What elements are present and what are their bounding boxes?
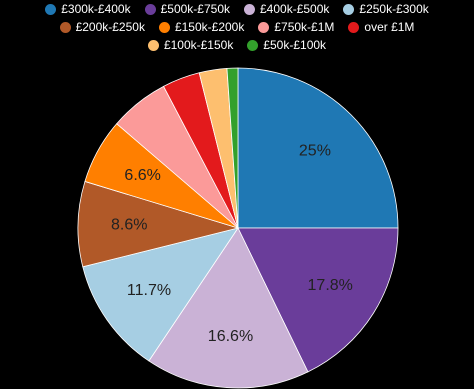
legend: £300k-£400k £500k-£750k £400k-£500k £250k-£… [0,2,474,53]
pie-slice [237,227,399,373]
legend-label: £50k-£100k [263,38,327,52]
legend-label: over £1M [364,20,415,34]
legend-item: £750k-£1M [258,20,334,35]
legend-label: £200k-£250k [75,20,145,34]
pie-slice [148,227,309,389]
legend-swatch [147,40,159,51]
legend-label: £300k-£400k [61,2,131,16]
legend-item: £400k-£500k [244,2,329,17]
slice-label: 11.7% [127,282,171,299]
legend-item: £300k-£400k [45,2,131,17]
legend-item: £250k-£300k [343,2,429,17]
legend-swatch [247,40,259,51]
legend-item: over £1M [348,20,414,35]
legend-label: £500k-£750k [160,2,230,16]
pie-slice [226,67,239,229]
pie-slice [82,227,239,362]
legend-item: £150k-£200k [158,20,245,35]
legend-item: £200k-£250k [59,20,145,35]
slice-label: 17.8% [308,277,353,294]
legend-swatch [343,4,355,15]
pie-slice [237,67,399,229]
legend-label: £250k-£300k [359,2,429,16]
legend-swatch [59,22,71,33]
legend-swatch [244,4,255,15]
legend-item: £50k-£100k [247,38,326,53]
slice-label: 6.6% [124,167,160,184]
slice-label: 16.6% [208,328,253,345]
legend-swatch [45,4,57,15]
legend-label: £750k-£1M [274,20,335,34]
legend-swatch [158,22,170,33]
legend-label: £100k-£150k [163,38,234,52]
slice-label: 25% [299,142,331,159]
pie-slice [77,180,240,268]
legend-item: £100k-£150k [147,38,234,53]
slice-label: 8.6% [111,216,147,233]
legend-label: £150k-£200k [174,20,245,34]
legend-item: £500k-£750k [144,2,230,17]
legend-swatch [144,4,156,15]
legend-swatch [258,22,270,33]
legend-swatch [348,22,360,33]
legend-label: £400k-£500k [260,2,330,16]
